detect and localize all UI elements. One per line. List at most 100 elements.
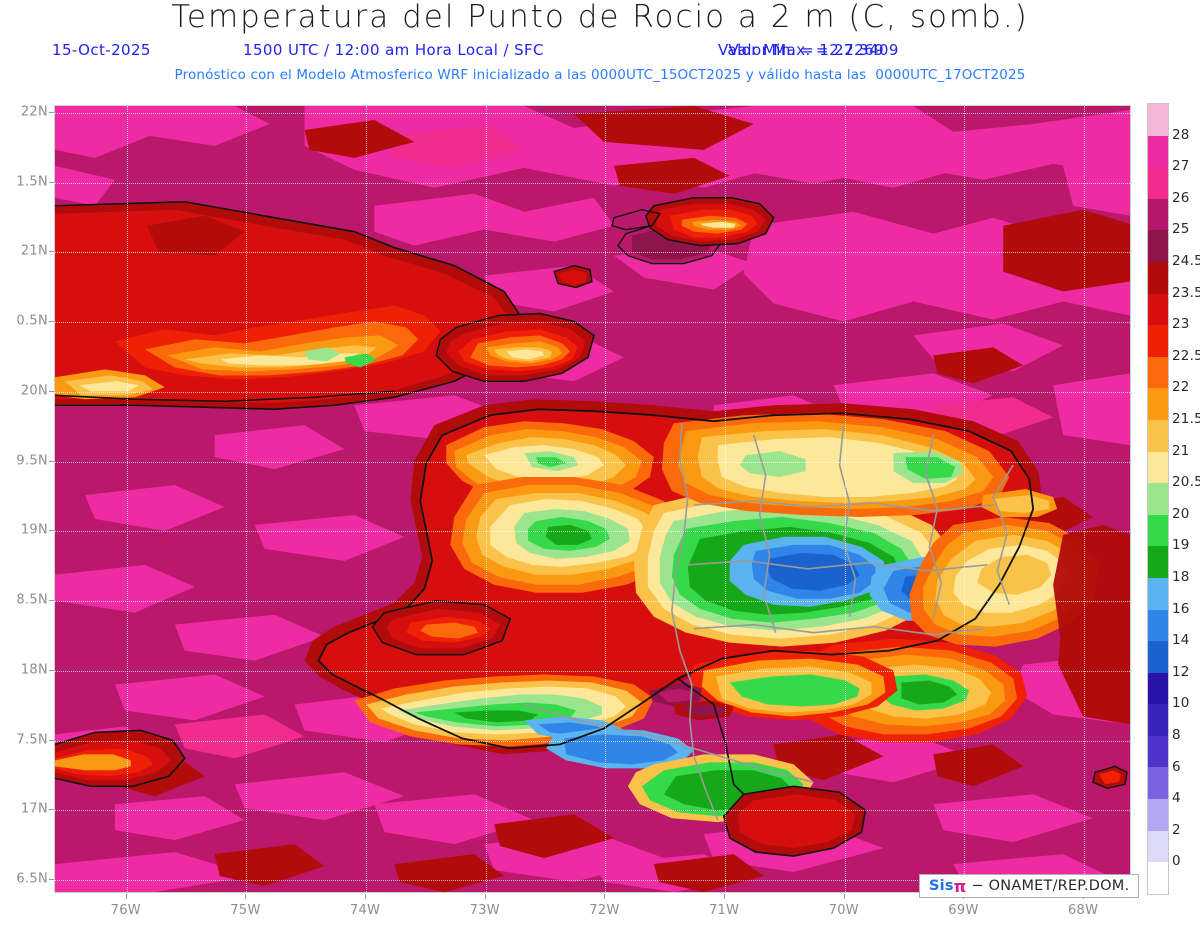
longitude-tick-mark [843,894,845,899]
colorbar-tick-label: 18 [1172,569,1190,585]
colorbar-tick-label: 21 [1172,442,1190,459]
colorbar-swatch [1148,641,1168,673]
colorbar-swatch [1148,609,1168,642]
longitude-tick-label: 75W [230,903,261,918]
colorbar-swatch [1148,293,1168,326]
forecast-note-text: Pronóstico con el Modelo Atmosferico WRF… [174,67,1026,83]
colorbar-swatch [1148,546,1168,578]
latitude-tick-label: 18N [20,662,48,678]
colorbar-swatch [1148,419,1168,452]
colorbar-tick-label: 22 [1172,379,1190,396]
colorbar-tick-label: 14 [1172,632,1190,649]
latitude-tick-label: 21N [20,243,48,259]
latitude-tick-label: 20N [20,383,48,399]
longitude-tick-mark [125,894,127,899]
forecast-time: 1500 UTC / 12:00 am Hora Local / SFC [243,41,544,59]
latitude-tick-label: 8.5N [16,592,48,608]
colorbar-swatch [1148,261,1168,294]
dewpoint-shaded-field [55,106,1130,892]
colorbar-swatch [1148,577,1168,610]
longitude-tick-label: 73W [469,903,500,918]
colorbar-swatch [1148,514,1168,547]
value-min: Valor Min. = 12.2269 [718,41,885,59]
latitude-tick-mark [49,600,54,602]
longitude-tick-mark [724,894,726,899]
longitude-tick-label: 70W [828,903,859,918]
latitude-tick-mark [49,390,54,392]
colorbar-tick-label: 19 [1172,537,1190,554]
logo-pi-icon: π [953,876,967,896]
longitude-tick-label: 72W [589,903,620,918]
latitude-tick-label: 19N [20,522,48,538]
colorbar-tick-label: 22.5 [1172,347,1200,364]
page-title: Temperatura del Punto de Rocio a 2 m (C,… [171,0,1029,35]
logo-sis-text: Sis [929,878,954,894]
latitude-tick-mark [49,809,54,811]
colorbar-tick-label: 20.5 [1172,474,1200,491]
colorbar-swatch [1148,104,1168,136]
latitude-tick-mark [49,181,54,183]
forecast-date: 15-Oct-2025 [52,41,151,59]
longitude-tick-label: 74W [349,903,381,918]
colorbar-tick-label: 8 [1172,727,1181,743]
colorbar-swatch [1148,167,1168,199]
colorbar-swatch [1148,198,1168,231]
latitude-tick-label: 7.5N [16,732,48,748]
colorbar-swatch [1148,830,1168,863]
colorbar-swatch [1148,451,1168,484]
agency-logo: Sis π − ONAMET/REP.DOM. [919,874,1140,898]
colorbar-swatch [1148,356,1168,389]
longitude-tick-label: 76W [110,903,141,918]
colorbar-tick-label: 12 [1172,663,1190,680]
latitude-tick-label: 6.5N [16,871,48,887]
longitude-tick-mark [245,894,247,899]
value-range: Valor Min. = 12.2269 Valor Max. = 27.340… [718,41,898,59]
colorbar-tick-label: 28 [1172,126,1190,143]
colorbar-tick-label: 16 [1172,600,1190,617]
colorbar-tick-label: 20 [1172,505,1190,522]
longitude-tick-mark [365,894,367,899]
colorbar-tick-label: 6 [1172,758,1181,775]
colorbar [1147,103,1169,895]
colorbar-tick-label: 4 [1172,790,1181,807]
latitude-tick-mark [49,111,54,113]
latitude-tick-label: 0.5N [16,313,48,329]
colorbar-swatch [1148,862,1168,894]
colorbar-tick-label: 2 [1172,821,1181,838]
latitude-tick-mark [49,321,54,323]
logo-org-text: − ONAMET/REP.DOM. [971,878,1130,894]
colorbar-swatch [1148,388,1168,420]
colorbar-swatch [1148,672,1168,705]
colorbar-swatch [1148,325,1168,357]
longitude-tick-mark [604,894,606,899]
longitude-tick-label: 71W [708,903,740,918]
colorbar-tick-label: 26 [1172,189,1190,206]
colorbar-tick-label: 23 [1172,316,1190,333]
longitude-tick-label: 68W [1067,903,1099,918]
colorbar-tick-label: 10 [1172,695,1190,712]
latitude-tick-label: 9.5N [16,453,48,469]
latitude-tick-label: 22N [20,104,48,120]
colorbar-swatch [1148,767,1168,800]
latitude-tick-mark [49,739,54,741]
colorbar-swatch [1148,799,1168,831]
latitude-tick-label: 17N [20,801,48,817]
colorbar-tick-label: 23.5 [1172,284,1200,301]
colorbar-tick-label: 24.5 [1172,253,1200,269]
latitude-tick-label: 1.5N [16,174,48,190]
colorbar-tick-label: 27 [1172,158,1190,175]
latitude-tick-mark [49,879,54,881]
latitude-tick-mark [49,251,54,253]
colorbar-swatch [1148,483,1168,515]
colorbar-tick-label: 0 [1172,853,1181,870]
map-plot-area [54,105,1131,893]
colorbar-swatch [1148,735,1168,768]
longitude-tick-mark [484,894,486,899]
colorbar-tick-label: 21.5 [1172,411,1200,427]
latitude-tick-mark [49,460,54,462]
latitude-tick-mark [49,530,54,532]
colorbar-swatch [1148,135,1168,168]
longitude-tick-label: 69W [948,903,979,918]
colorbar-tick-label: 25 [1172,221,1190,238]
value-max: Valor Max. = 27.3409 [728,41,899,59]
